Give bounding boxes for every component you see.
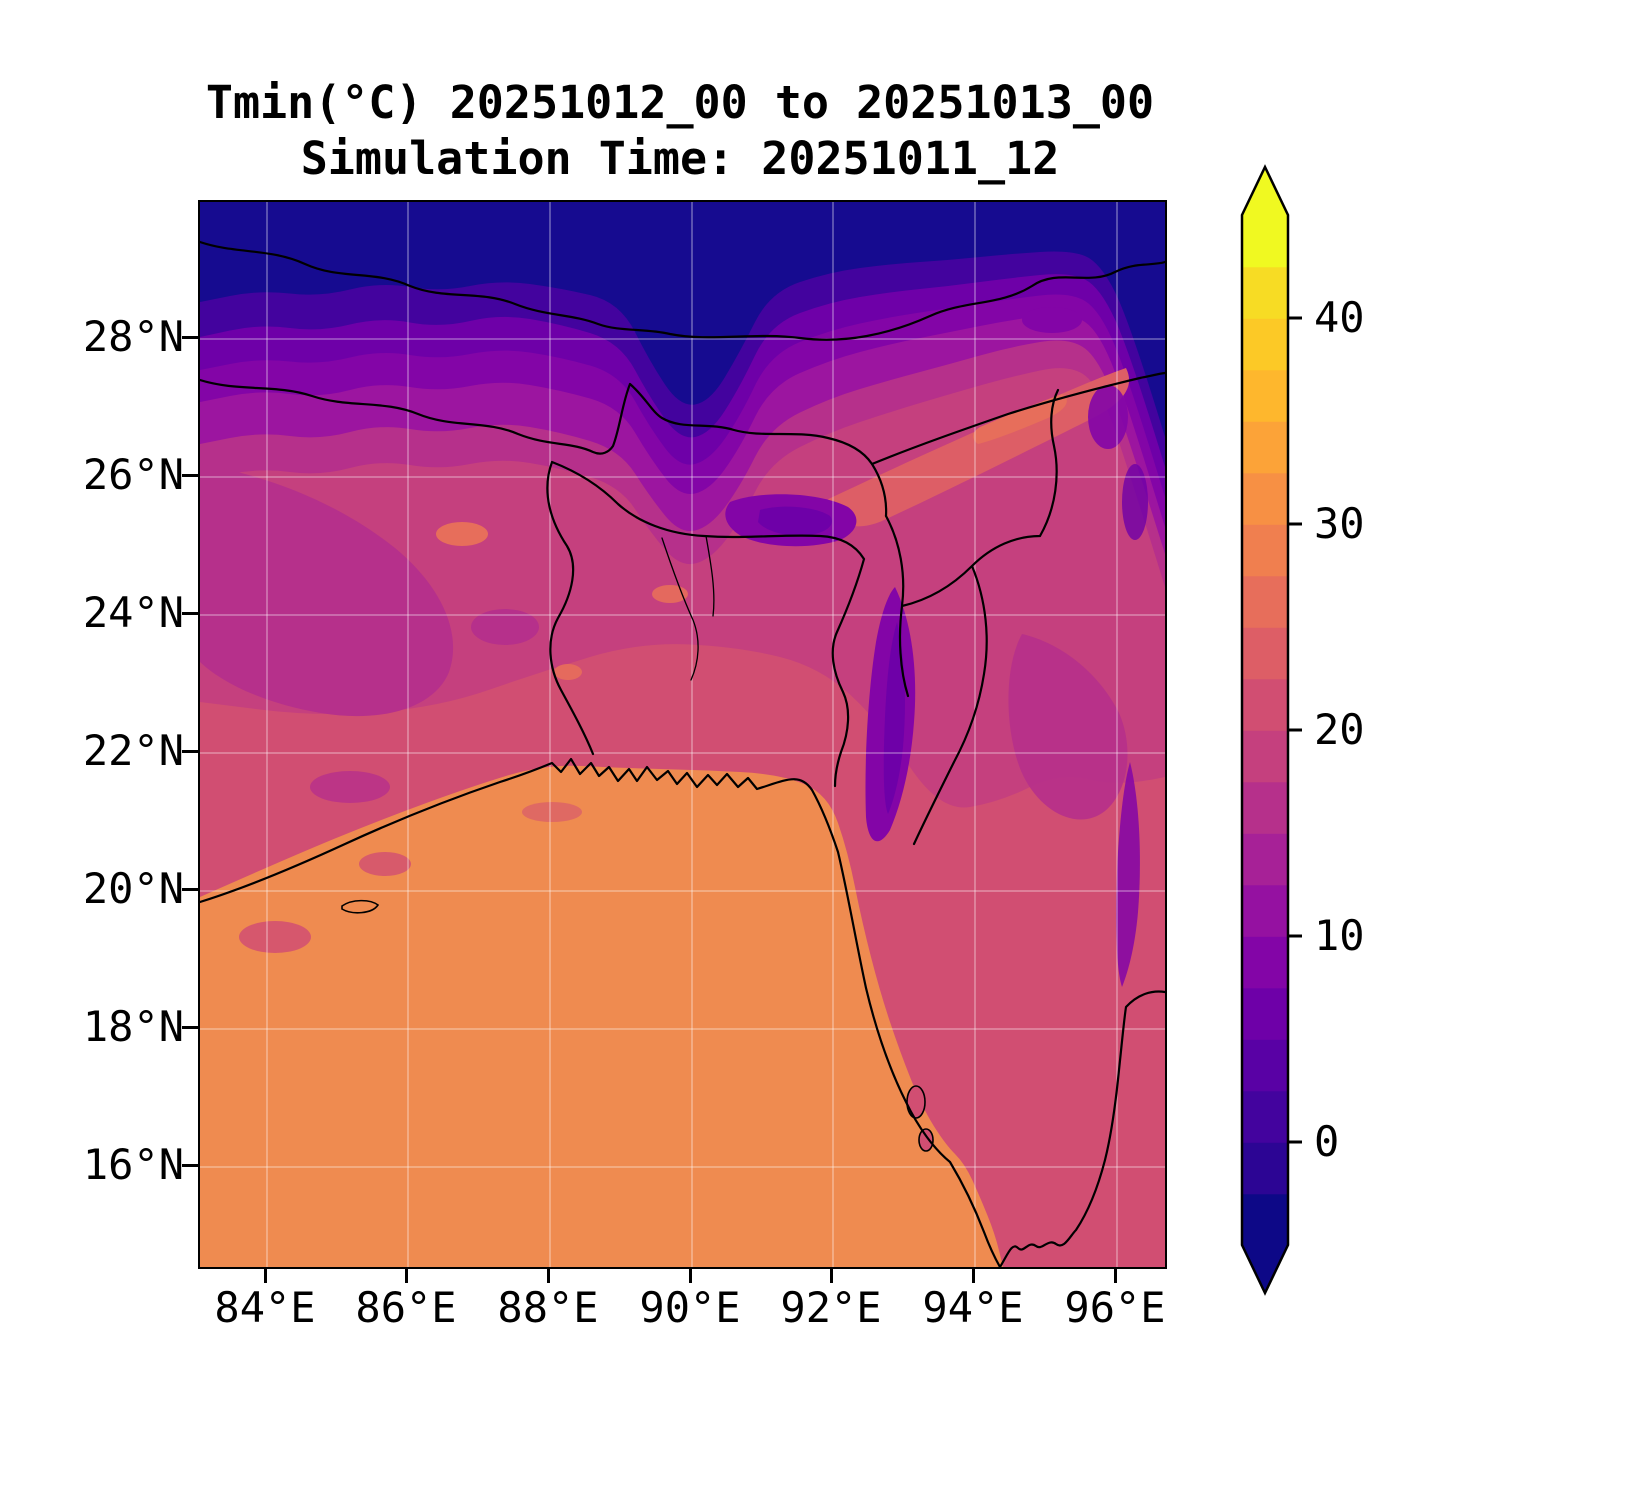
border-bangladesh: [546, 460, 866, 788]
colorbar-band: [1242, 781, 1288, 834]
lon-tick-mark: [263, 1267, 267, 1283]
lat-tick-label: 18°N: [82, 1002, 184, 1051]
lat-tick-label: 28°N: [82, 312, 184, 361]
coastline-india-bangladesh-myanmar: [200, 757, 1002, 1267]
coastlines-and-borders: [200, 240, 1165, 1267]
border-ne-india-states: [884, 388, 1060, 846]
plot-subtitle: Simulation Time: 20251011_12: [300, 132, 1060, 185]
patch-arunachal-hills: [1022, 307, 1082, 333]
lat-tick-label: 24°N: [82, 588, 184, 637]
patch-coastal-pink: [239, 921, 311, 953]
colorbar: [1240, 164, 1302, 1296]
lon-tick-label: 92°E: [780, 1283, 882, 1332]
colorbar-band: [1242, 987, 1288, 1040]
temperature-contour-map: [200, 202, 1165, 1267]
lon-tick-mark: [404, 1267, 408, 1283]
lon-tick-label: 96°E: [1064, 1283, 1166, 1332]
lon-tick-mark: [1113, 1267, 1117, 1283]
patch-mizoram-core: [883, 622, 905, 814]
patch-magenta-spot: [310, 771, 390, 803]
patch-coastal-pink: [522, 802, 582, 822]
lon-tick-label: 88°E: [497, 1283, 599, 1332]
colorbar-tick-label: 30: [1314, 499, 1365, 548]
lat-tick-mark: [182, 887, 198, 891]
colorbar-tick-label: 10: [1314, 911, 1365, 960]
patch-chin-hills: [1116, 762, 1140, 987]
lat-tick-mark: [182, 335, 198, 339]
colorbar-band: [1242, 215, 1288, 268]
colorbar-band: [1242, 421, 1288, 474]
lon-tick-label: 90°E: [639, 1283, 741, 1332]
contour-north-bands: [200, 202, 1165, 587]
patch-warm-spot: [652, 585, 688, 603]
map-axes: [198, 200, 1167, 1269]
graticule: [200, 202, 1165, 1267]
patch-warm-spot: [554, 664, 582, 680]
lon-tick-label: 86°E: [355, 1283, 457, 1332]
patch-assam-warm-core: [972, 394, 1067, 444]
colorbar-band: [1242, 678, 1288, 731]
contour-patches: [200, 307, 1148, 987]
patch-arunachal-hills: [1088, 385, 1128, 449]
colorbar-under-arrow: [1242, 1245, 1288, 1293]
patch-warm-spot: [436, 522, 488, 546]
colorbar-outline: [1240, 164, 1290, 1296]
lon-tick-mark: [546, 1267, 550, 1283]
lat-tick-label: 26°N: [82, 450, 184, 499]
colorbar-band: [1242, 1142, 1288, 1195]
colorbar-band: [1242, 575, 1288, 628]
patch-east-magenta: [1008, 634, 1128, 820]
colorbar-band: [1242, 833, 1288, 886]
bay-of-bengal-fill: [200, 765, 1003, 1267]
colorbar-tick-label: 40: [1314, 293, 1365, 342]
lat-tick-mark: [182, 1163, 198, 1167]
lon-tick-mark: [688, 1267, 692, 1283]
border-himalaya-north: [200, 240, 1165, 341]
rivers-ganges-brahmaputra: [661, 535, 715, 681]
lon-tick-label: 94°E: [922, 1283, 1024, 1332]
lat-tick-mark: [182, 1025, 198, 1029]
colorbar-band: [1242, 472, 1288, 525]
colorbar-tick-label: 20: [1314, 705, 1365, 754]
island-cheduba: [918, 1128, 934, 1152]
colorbar-band: [1242, 627, 1288, 680]
colorbar-band: [1242, 318, 1288, 371]
colorbar-band: [1242, 1090, 1288, 1143]
patch-magenta-spot: [471, 609, 539, 645]
colorbar-band: [1242, 369, 1288, 422]
border-nepal-south-sikkim-bhutan: [200, 378, 888, 518]
sea-fill: [200, 765, 1003, 1267]
colorbar-band: [1242, 730, 1288, 783]
colorbar-over-arrow: [1242, 167, 1288, 215]
lon-tick-mark: [829, 1267, 833, 1283]
lat-tick-mark: [182, 611, 198, 615]
chilika-lake: [341, 899, 380, 914]
patch-meghalaya-core: [758, 506, 832, 536]
colorbar-tick-label: 0: [1314, 1117, 1340, 1166]
lon-tick-label: 84°E: [214, 1283, 316, 1332]
patch-coastal-pink: [359, 852, 411, 876]
lon-tick-mark: [971, 1267, 975, 1283]
lat-tick-label: 20°N: [82, 864, 184, 913]
lat-tick-label: 16°N: [82, 1140, 184, 1189]
coastline-myanmar-peninsula: [998, 990, 1165, 1267]
colorbar-band: [1242, 1193, 1288, 1246]
lat-tick-mark: [182, 749, 198, 753]
border-arunachal-south: [870, 371, 1165, 466]
patch-west-magenta: [200, 464, 454, 717]
colorbar-band: [1242, 1039, 1288, 1092]
colorbar-band: [1242, 884, 1288, 937]
patch-ne-cold-streak: [1122, 464, 1148, 540]
islands: [341, 899, 934, 1152]
colorbar-band: [1242, 524, 1288, 577]
island-ramree: [906, 1085, 926, 1119]
colorbar-band: [1242, 266, 1288, 319]
plot-title: Tmin(°C) 20251012_00 to 20251013_00: [205, 76, 1155, 129]
lat-tick-mark: [182, 473, 198, 477]
lat-tick-label: 22°N: [82, 726, 184, 775]
colorbar-band: [1242, 936, 1288, 989]
contour-band-navy: [200, 202, 1165, 437]
